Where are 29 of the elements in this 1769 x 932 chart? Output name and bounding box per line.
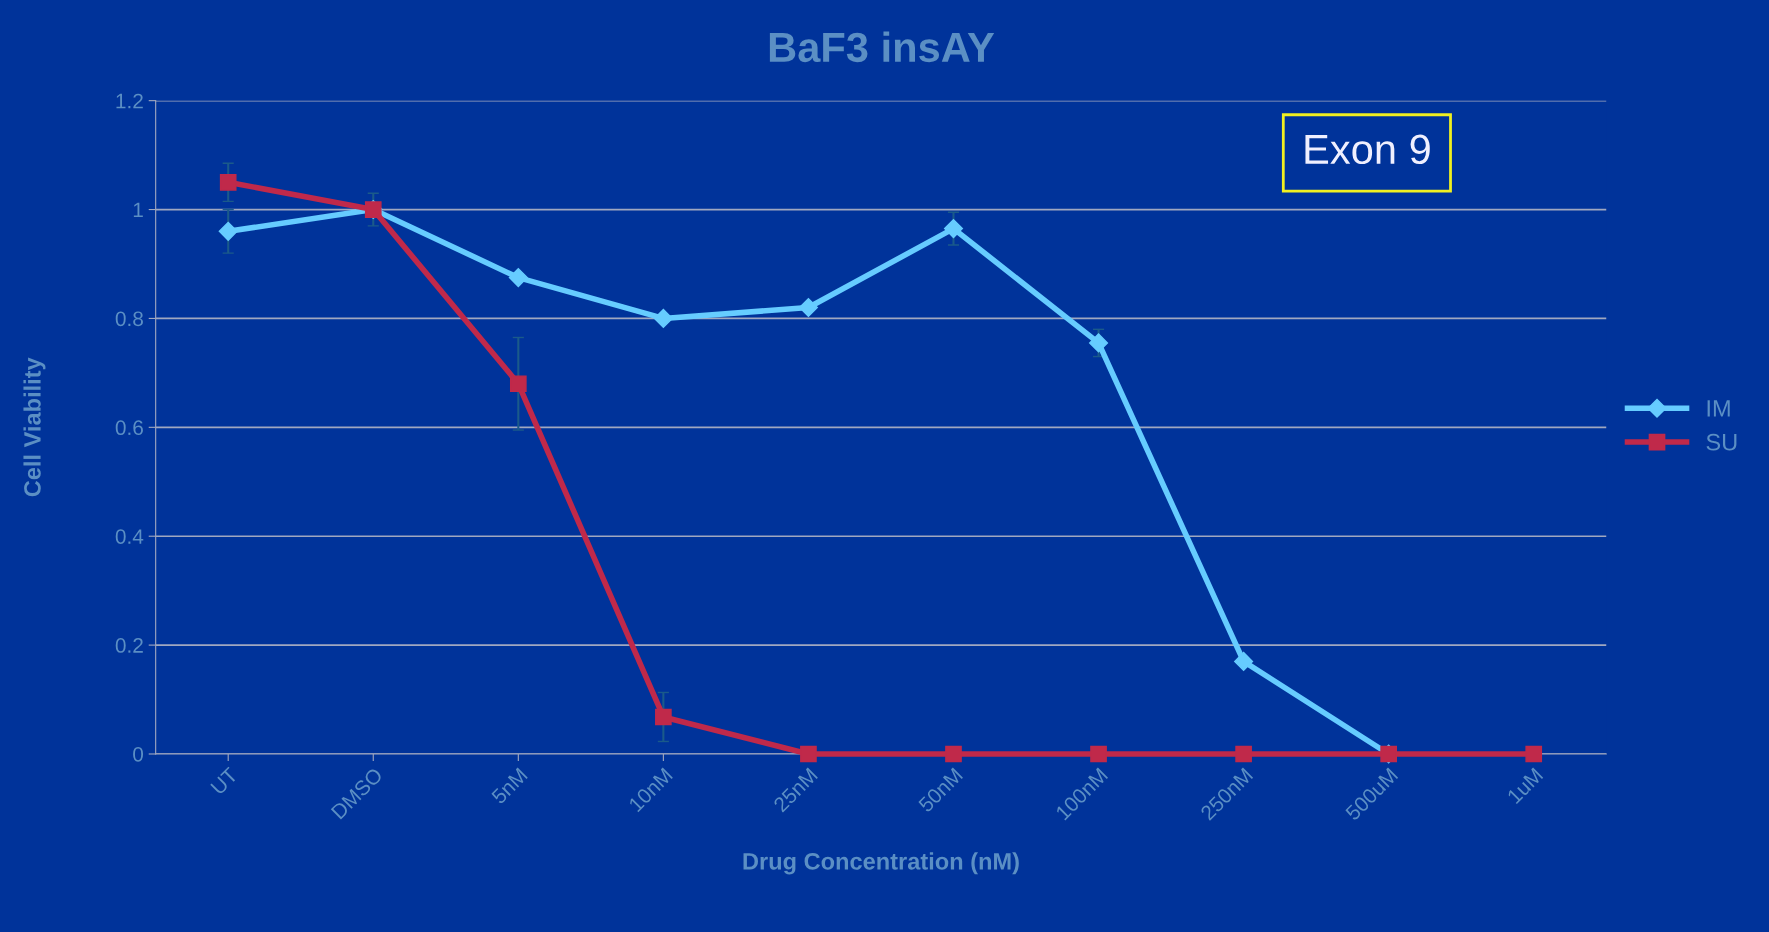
legend-label: IM bbox=[1707, 400, 1730, 417]
point bbox=[943, 219, 964, 239]
y-tick-label: 0 bbox=[133, 746, 144, 762]
point bbox=[945, 745, 962, 763]
point bbox=[219, 173, 237, 191]
x-axis-title: Drug Concentration (nM) bbox=[743, 852, 1019, 875]
point bbox=[1089, 333, 1109, 353]
x-tick-label: UT bbox=[210, 766, 239, 796]
y-tick-label: 1.2 bbox=[116, 93, 143, 109]
point bbox=[1090, 745, 1107, 763]
point bbox=[1235, 745, 1252, 763]
point bbox=[218, 221, 238, 241]
y-tick-label: 1 bbox=[133, 202, 143, 218]
point bbox=[798, 298, 818, 318]
point bbox=[653, 308, 673, 328]
y-tick-label: 0.8 bbox=[115, 311, 143, 327]
point bbox=[1525, 745, 1543, 763]
y-tick-label: 0.4 bbox=[115, 529, 144, 544]
point bbox=[509, 375, 527, 393]
chart-title: BaF3 insAY bbox=[769, 31, 995, 63]
point bbox=[800, 745, 817, 763]
legend-label: SU bbox=[1706, 433, 1737, 451]
point bbox=[655, 708, 672, 726]
y-tick-label: 0.2 bbox=[115, 638, 143, 653]
y-tick-label: 0.6 bbox=[115, 420, 143, 436]
point bbox=[508, 268, 528, 288]
annotation: Exon 9 bbox=[1305, 134, 1430, 165]
y-axis-title: Cell Viability bbox=[23, 357, 46, 497]
point bbox=[1234, 651, 1254, 671]
